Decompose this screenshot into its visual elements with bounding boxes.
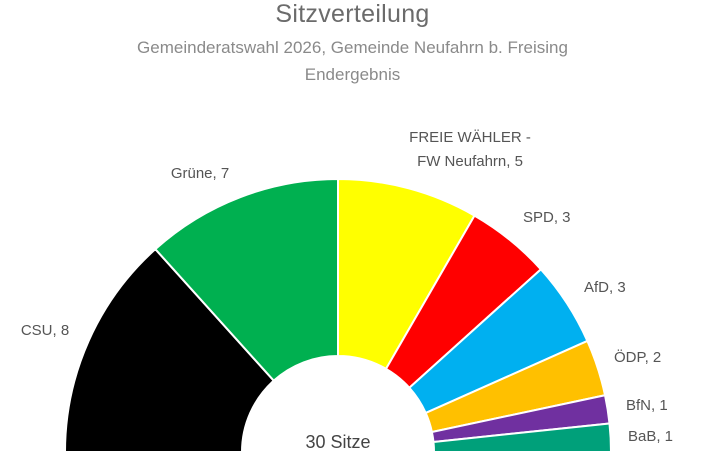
label-ödp: ÖDP, 2 (614, 348, 661, 366)
label-grüne: Grüne, 7 (171, 165, 229, 182)
total-seats-label: 30 Sitze (305, 432, 371, 452)
label-bab: BaB, 1 (628, 428, 673, 445)
chart-subtitle: Gemeinderatswahl 2026, Gemeinde Neufahrn… (137, 38, 568, 57)
label-spd: SPD, 3 (523, 209, 571, 226)
label-afd: AfD, 3 (584, 279, 626, 296)
chart-title: Sitzverteilung (275, 0, 430, 28)
label-bfn: BfN, 1 (626, 397, 668, 414)
chart-status: Endergebnis (304, 65, 401, 84)
slice-csu (63, 247, 276, 453)
slice-bab (432, 422, 613, 453)
label-csu: CSU, 8 (21, 322, 69, 339)
label-freie-wähler-fw-neufahrn: FREIE WÄHLER -FW Neufahrn, 5 (409, 129, 531, 170)
slice-grüne (153, 177, 339, 383)
